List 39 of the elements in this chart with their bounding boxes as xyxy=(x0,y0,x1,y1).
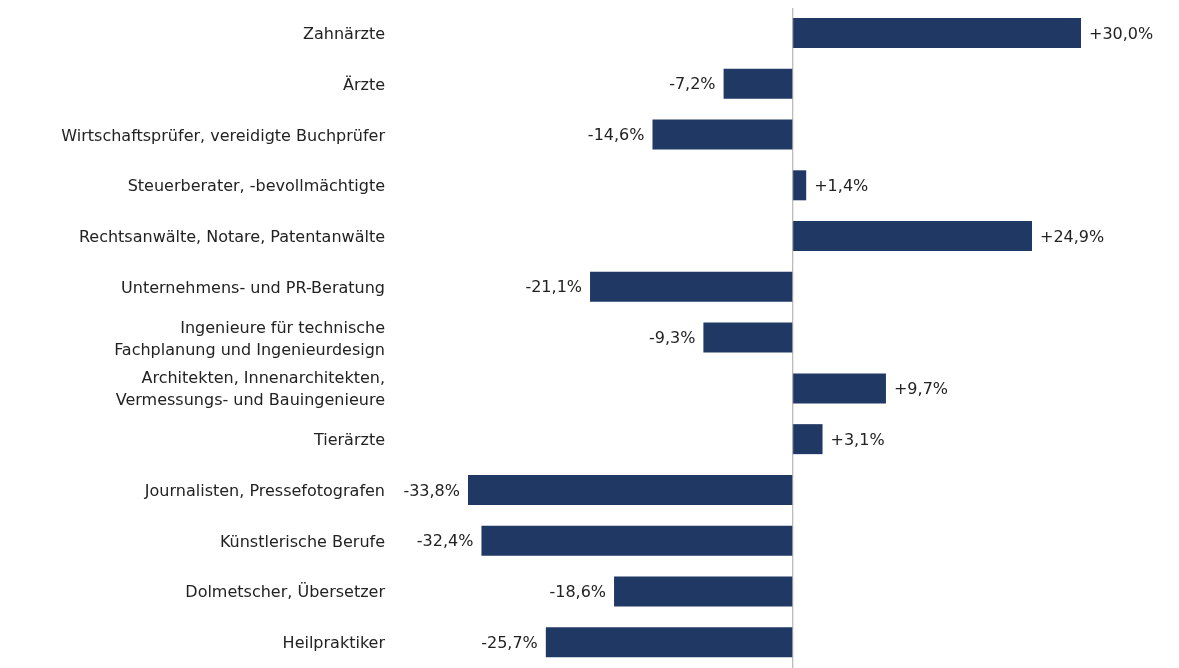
bar xyxy=(792,221,1032,252)
bar xyxy=(590,271,793,302)
data-label: -7,2% xyxy=(669,74,716,94)
data-label: +24,9% xyxy=(1040,226,1105,246)
y-tick-label: Zahnärzte xyxy=(303,23,385,43)
y-tick-label: Ärzte xyxy=(342,74,385,94)
bar xyxy=(614,576,793,607)
data-label: -21,1% xyxy=(525,277,583,297)
y-tick-label: Steuerberater, -bevollmächtigte xyxy=(127,176,385,196)
bar xyxy=(481,525,793,556)
y-tick-label: Heilpraktiker xyxy=(282,633,386,653)
bar xyxy=(703,322,793,353)
y-tick-label: Unternehmens- und PR-Beratung xyxy=(121,277,385,297)
data-label: -32,4% xyxy=(416,531,474,551)
data-label: -18,6% xyxy=(549,582,607,602)
data-label: -9,3% xyxy=(648,328,696,348)
data-label: -25,7% xyxy=(481,632,538,652)
data-label: -33,8% xyxy=(403,480,460,500)
data-label: +30,0% xyxy=(1089,23,1154,43)
y-tick-label: Tierärzte xyxy=(312,430,385,450)
y-tick-label: Dolmetscher, Übersetzer xyxy=(185,582,386,602)
data-label: -14,6% xyxy=(587,125,645,145)
bar xyxy=(792,18,1081,48)
y-tick-label: Rechtsanwälte, Notare, Patentanwälte xyxy=(78,227,385,247)
y-tick-label: Wirtschaftsprüfer, vereidigte Buchprüfer xyxy=(61,125,386,145)
bar xyxy=(792,373,886,404)
bar xyxy=(468,474,793,505)
data-label: +3,1% xyxy=(830,429,885,449)
data-label: +9,7% xyxy=(893,378,949,398)
bar xyxy=(723,68,793,99)
bar xyxy=(545,627,793,658)
y-tick-label: Journalisten, Pressefotografen xyxy=(143,480,385,500)
bar xyxy=(792,424,823,455)
data-label: +1,4% xyxy=(814,175,869,195)
y-tick-label: Künstlerische Berufe xyxy=(219,531,385,551)
y-tick-label: Architekten, Innenarchitekten, Vermessungs- und Bauingenieure xyxy=(115,368,385,410)
y-tick-label: Ingenieure für technische Fachplanung und Ingenieurdesign xyxy=(114,317,385,359)
bar xyxy=(792,170,807,201)
bar xyxy=(652,119,793,150)
